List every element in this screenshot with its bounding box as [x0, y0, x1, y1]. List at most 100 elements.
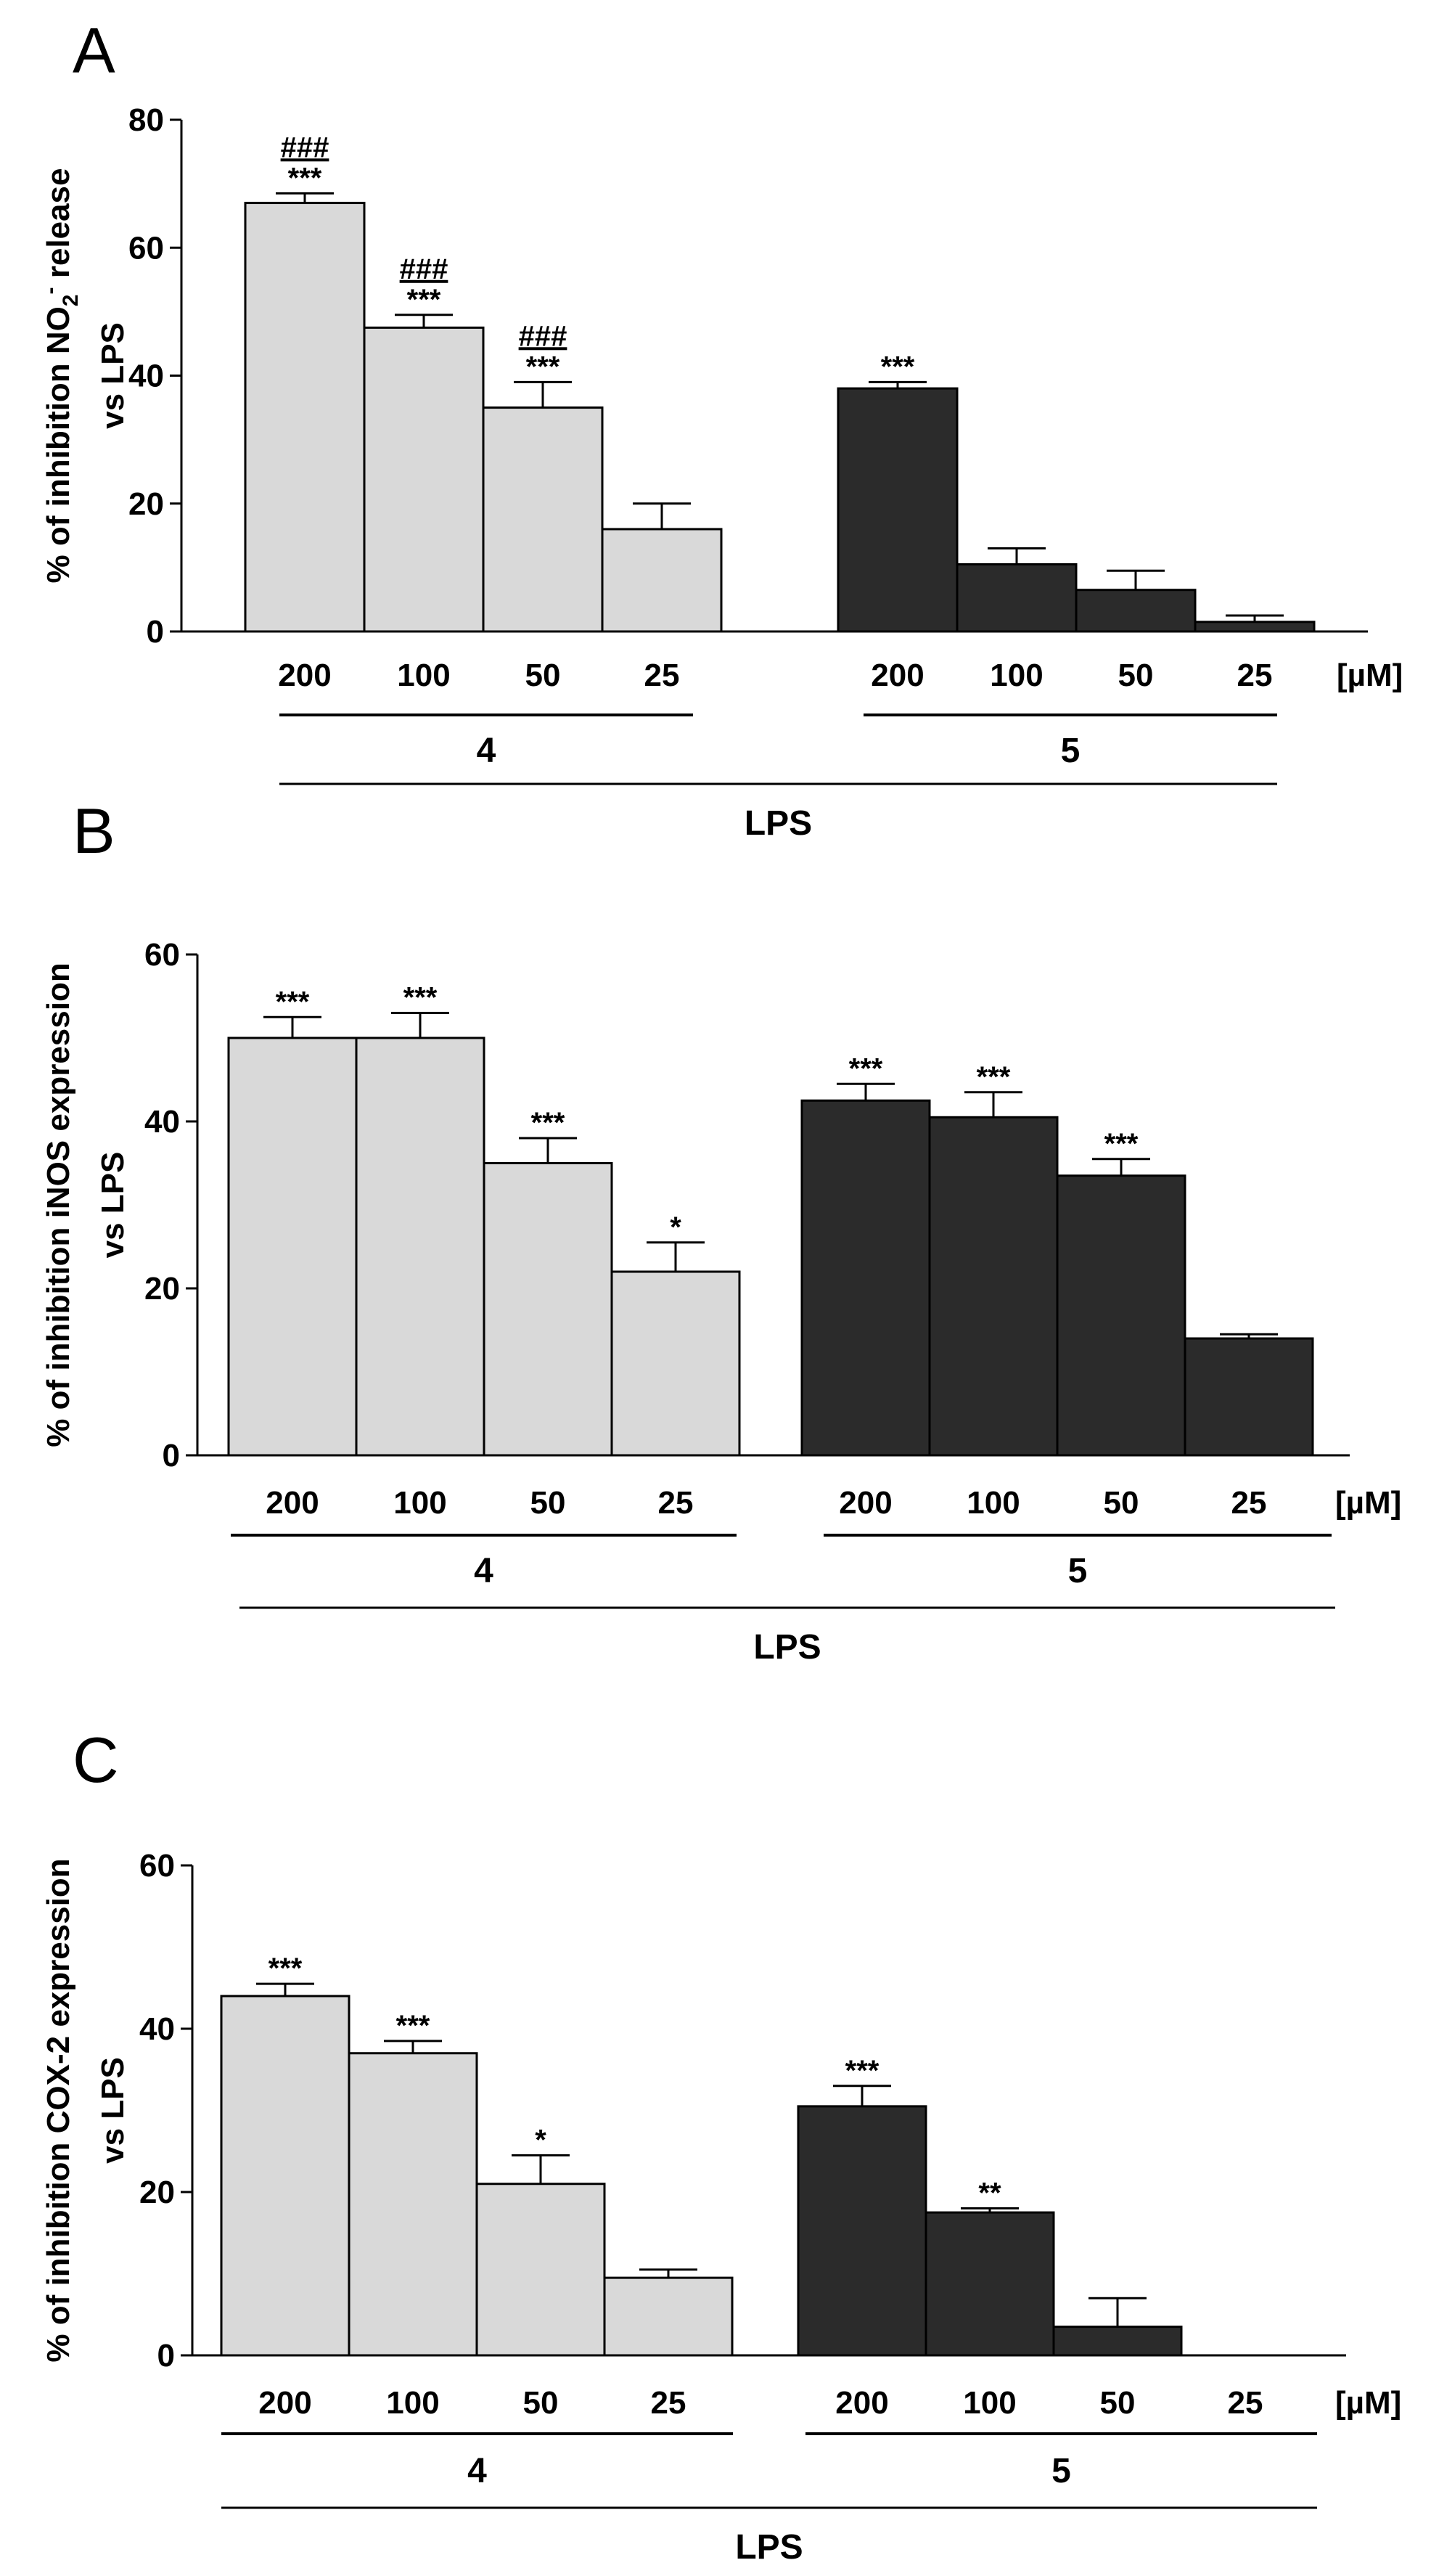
group-label: 5 [1051, 2452, 1071, 2490]
y-tick-label: 0 [157, 2338, 175, 2373]
significance-label: *** [849, 1052, 883, 1084]
category-label: 100 [386, 2385, 439, 2421]
bar-5-200 [797, 2105, 927, 2357]
lps-label: LPS [753, 1628, 821, 1667]
significance-label: *** [1104, 1128, 1139, 1160]
y-tick-label: 40 [128, 359, 164, 394]
category-label: 200 [839, 1485, 892, 1521]
significance-label: *** [268, 1953, 303, 1984]
bar-4-50 [475, 2183, 606, 2357]
panel-A: A 0 20 40 60 80 % of inhibition NO2- release vs… [38, 15, 1403, 843]
category-label: 50 [530, 1485, 566, 1521]
significance-label: * [670, 1211, 681, 1243]
category-label: 50 [523, 2385, 559, 2421]
bar-5-100 [924, 2211, 1055, 2357]
y-tick-label: 40 [144, 1104, 180, 1140]
bar-4-100 [348, 2052, 478, 2357]
bar-4-25 [601, 528, 723, 633]
y-tick-label: 80 [128, 102, 164, 138]
category-label: 25 [1237, 658, 1273, 693]
group-label: 4 [467, 2452, 487, 2490]
category-label: 25 [644, 658, 680, 693]
bar-4-25 [603, 2276, 734, 2357]
significance-label: *** [977, 1061, 1011, 1093]
category-label: 25 [658, 1485, 694, 1521]
y-axis-label-line2: vs LPS [95, 2057, 131, 2164]
panel-C: C 0 20 40 60 % of inhibition COX-2 expression… [41, 1724, 1401, 2567]
category-label: 100 [397, 658, 450, 693]
lps-label: LPS [745, 804, 812, 843]
category-label: 25 [1231, 1485, 1267, 1521]
significance-label: *** [403, 982, 438, 1014]
bar-5-100 [928, 1116, 1059, 1457]
significance-label: *** [276, 986, 310, 1018]
category-label: 200 [258, 2385, 311, 2421]
significance-label: *** [881, 351, 915, 383]
y-axis-label-line2: vs LPS [95, 322, 131, 429]
y-tick-label: 60 [144, 937, 180, 973]
category-label: 200 [266, 1485, 319, 1521]
lps-label: LPS [735, 2528, 803, 2567]
significance-label: *** [526, 351, 560, 383]
category-label: 50 [1104, 1485, 1139, 1521]
significance-label: ** [978, 2178, 1001, 2209]
bar-5-50 [1075, 589, 1197, 633]
group-label: 5 [1061, 732, 1081, 770]
bar-5-200 [800, 1099, 931, 1457]
y-axis-label: % of inhibition NO2- release [38, 168, 83, 584]
y-axis-label: % of inhibition COX-2 expression [41, 1858, 76, 2362]
hash-label: ### [400, 253, 448, 285]
y-axis-label: % of inhibition iNOS expression [41, 962, 76, 1447]
bar-5-200 [837, 387, 959, 633]
bar-5-50 [1052, 2326, 1183, 2357]
hash-label: ### [281, 131, 329, 163]
y-tick-label: 40 [139, 2011, 175, 2047]
unit-label: [µM] [1335, 1485, 1401, 1521]
category-label: 50 [1118, 658, 1154, 693]
bar-4-25 [610, 1270, 741, 1457]
bar-5-25 [1184, 1337, 1314, 1457]
category-label: 100 [963, 2385, 1016, 2421]
panel-letter: A [73, 15, 115, 86]
bar-4-200 [244, 202, 366, 633]
significance-label: *** [845, 2055, 879, 2087]
panel-letter: B [73, 795, 115, 867]
hash-label: ### [519, 320, 567, 352]
bar-4-200 [220, 1995, 350, 2357]
category-label: 200 [278, 658, 331, 693]
category-label: 100 [393, 1485, 446, 1521]
significance-label: *** [396, 2010, 430, 2042]
category-label: 200 [835, 2385, 888, 2421]
bar-4-50 [483, 1162, 613, 1457]
significance-label: *** [407, 284, 441, 316]
significance-label: *** [288, 162, 322, 194]
y-tick-label: 0 [147, 614, 164, 650]
category-label: 200 [871, 658, 924, 693]
bar-4-200 [227, 1036, 358, 1457]
group-label: 4 [474, 1552, 493, 1590]
y-tick-label: 20 [128, 486, 164, 522]
category-label: 100 [967, 1485, 1020, 1521]
category-label: 25 [651, 2385, 686, 2421]
category-label: 50 [1100, 2385, 1136, 2421]
category-label: 100 [990, 658, 1043, 693]
y-tick-label: 0 [163, 1438, 180, 1473]
category-label: 25 [1228, 2385, 1263, 2421]
unit-label: [µM] [1335, 2385, 1401, 2421]
bar-5-100 [956, 563, 1078, 633]
significance-label: * [535, 2124, 546, 2156]
y-tick-label: 60 [139, 1848, 175, 1884]
bar-5-50 [1056, 1174, 1186, 1457]
significance-label: *** [531, 1107, 565, 1139]
y-axis-label-line2: vs LPS [95, 1152, 131, 1259]
group-label: 4 [477, 732, 496, 770]
y-tick-label: 20 [139, 2175, 175, 2210]
bar-4-50 [482, 406, 604, 633]
bar-4-100 [355, 1036, 485, 1457]
unit-label: [µM] [1337, 658, 1403, 693]
y-tick-label: 60 [128, 230, 164, 266]
y-tick-label: 20 [144, 1271, 180, 1307]
panel-B: B 0 20 40 60 % of inhibition iNOS expression v… [41, 795, 1401, 1667]
category-label: 50 [525, 658, 561, 693]
